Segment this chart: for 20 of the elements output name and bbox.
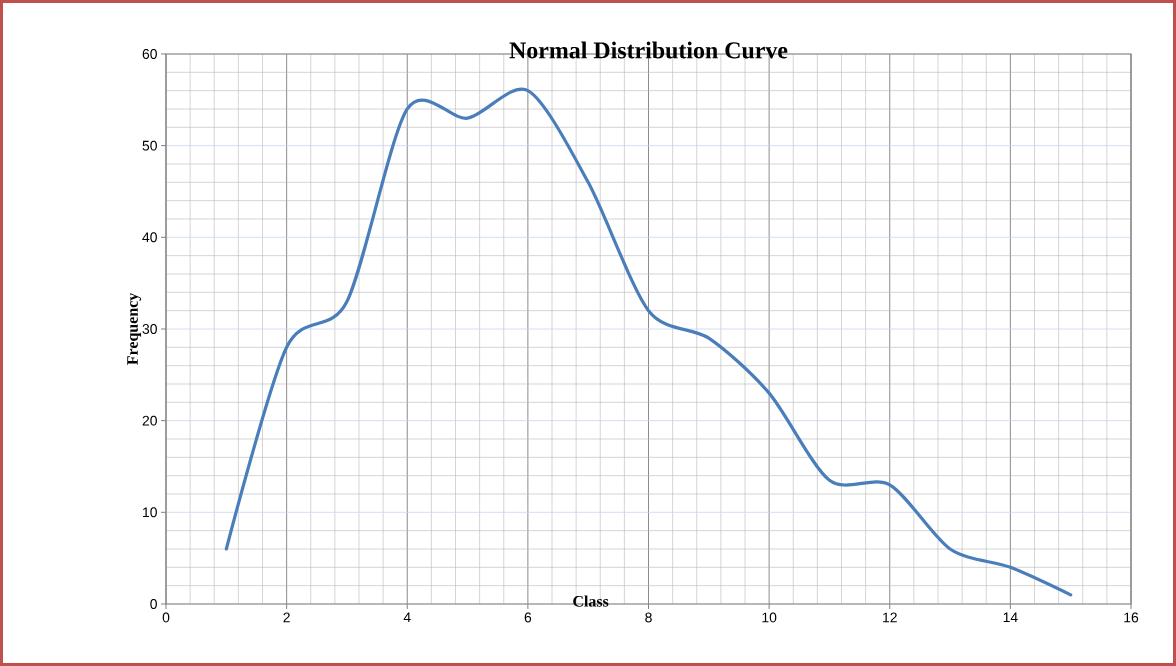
y-tick-label: 40 — [142, 232, 157, 243]
y-tick-label: 30 — [142, 324, 157, 334]
x-tick-label: 14 — [1003, 612, 1018, 623]
x-tick-label: 16 — [1124, 612, 1139, 623]
y-tick-label: 50 — [142, 140, 157, 151]
x-axis-title: Class — [573, 595, 609, 607]
y-tick-label: 0 — [150, 599, 157, 609]
chart-title: Normal Distribution Curve — [509, 41, 788, 59]
x-tick-label: 0 — [162, 612, 170, 623]
x-tick-label: 10 — [762, 612, 777, 623]
x-tick-label: 8 — [645, 612, 652, 623]
y-tick-label: 10 — [143, 507, 157, 518]
x-tick-label: 2 — [283, 612, 290, 623]
line-series — [224, 88, 1073, 597]
x-tick-label: 6 — [524, 612, 532, 623]
x-tick-label: 4 — [403, 612, 411, 623]
y-axis-title: Frequency — [127, 292, 142, 365]
x-tick-label: 12 — [883, 612, 897, 623]
y-tick-label: 60 — [142, 49, 157, 59]
y-tick-label: 20 — [142, 415, 157, 426]
